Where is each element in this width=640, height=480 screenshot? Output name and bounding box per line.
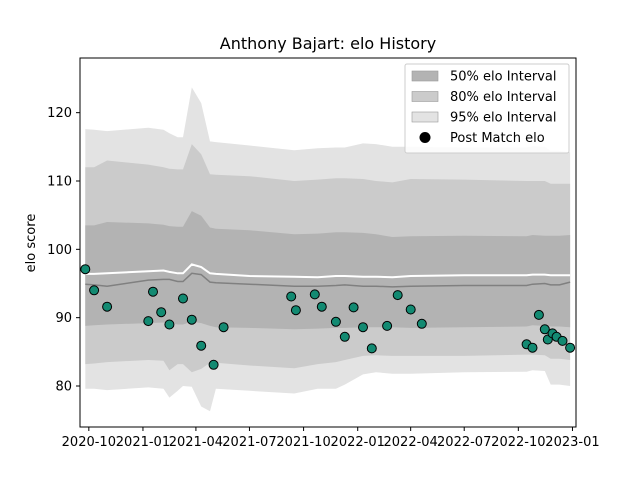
post-match-elo-point (392, 290, 403, 301)
post-match-elo-point (89, 285, 100, 296)
post-match-elo-point (348, 302, 359, 313)
x-tick-label: 2021-07 (222, 435, 276, 450)
x-tick-label: 2022-04 (384, 435, 438, 450)
y-tick-label: 100 (47, 243, 72, 258)
post-match-elo-point (316, 301, 327, 312)
post-match-elo-point (80, 264, 91, 275)
x-tick-label: 2020-10 (62, 435, 116, 450)
post-match-elo-point (196, 340, 207, 351)
band-50-interval (85, 211, 571, 330)
y-tick-label: 90 (55, 311, 72, 326)
x-tick-label: 2021-10 (276, 435, 330, 450)
legend-label: Post Match elo (450, 131, 545, 146)
plot-frame (79, 57, 577, 428)
post-match-elo-point (565, 342, 576, 353)
y-tick-label: 120 (47, 106, 72, 121)
post-match-elo-point (148, 286, 158, 297)
legend-label: 50% elo Interval (450, 70, 557, 85)
x-tick-label: 2021-04 (169, 435, 223, 450)
legend-marker (419, 132, 431, 143)
post-match-elo-point (539, 324, 550, 335)
post-match-elo-point (527, 342, 538, 353)
post-match-elo-point (290, 305, 301, 316)
legend-label: 80% elo Interval (450, 90, 557, 105)
median-elo-line (85, 272, 571, 288)
legend-box (404, 63, 570, 154)
post-match-elo-point (178, 293, 188, 304)
post-match-elo-point (416, 318, 427, 329)
post-match-elo-point (358, 322, 368, 333)
post-match-elo-point (405, 304, 416, 315)
post-match-elo-point (286, 291, 297, 302)
x-tick-label: 2022-10 (491, 435, 545, 450)
legend: 50% elo Interval 80% elo Interval 95% elo … (404, 63, 570, 154)
legend-swatch (411, 70, 439, 82)
chart-title: Anthony Bajart: elo History (220, 34, 436, 53)
mean-elo-line (85, 263, 571, 279)
post-match-elo-point (208, 359, 219, 370)
post-match-elo-point (186, 314, 197, 325)
post-match-elo-point (143, 316, 154, 327)
post-match-elo-point (339, 331, 350, 342)
post-match-elo-point (309, 289, 320, 300)
plot-area (80, 87, 576, 412)
post-match-elo-point (382, 320, 393, 331)
x-tick-label: 2021-01 (116, 435, 170, 450)
legend-label: 95% elo Interval (450, 111, 557, 126)
post-match-elo-point (164, 319, 175, 330)
y-tick-label: 110 (47, 175, 72, 190)
post-match-elo-point (533, 309, 544, 320)
y-axis-label: elo score (24, 214, 39, 273)
post-match-elo-point (102, 301, 113, 312)
post-match-elo-point (156, 307, 167, 318)
x-tick-label: 2022-07 (437, 435, 491, 450)
post-match-elo-point (366, 343, 377, 354)
x-tick-label: 2022-01 (331, 435, 385, 450)
post-match-elo-point (557, 335, 568, 346)
y-tick-label: 80 (55, 380, 72, 395)
legend-swatch (411, 111, 439, 123)
post-match-elo-point (218, 322, 229, 333)
post-match-elo-point (330, 316, 341, 327)
x-tick-label: 2023-01 (545, 435, 599, 450)
legend-swatch (411, 91, 439, 102)
